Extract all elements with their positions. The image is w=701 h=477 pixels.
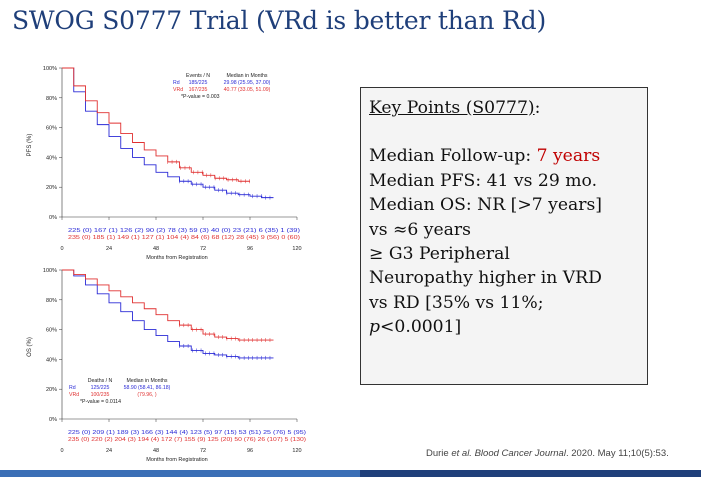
os-series-vrd-line	[62, 269, 274, 341]
os-legend-header-events: Deaths / N	[88, 378, 113, 384]
os-legend-vrd-median: (79.96, )	[137, 392, 157, 398]
os-y-tick-label: 40%	[46, 357, 57, 363]
neuropathy-line-3: vs RD [35% vs 11%;	[369, 292, 544, 313]
pfs-y-tick-label: 100%	[43, 66, 57, 72]
footer-bar-accent	[0, 470, 360, 477]
citation: Durie et al. Blood Cancer Journal. 2020.…	[426, 448, 669, 459]
os-x-tick-label: 96	[247, 448, 253, 454]
pfs-x-axis-label: Months from Registration	[146, 255, 207, 261]
os-y-tick-label: 80%	[46, 298, 57, 304]
pfs-x-tick-label: 24	[106, 246, 112, 252]
os-legend-rd-events: 125/225	[91, 385, 110, 391]
followup-label: Median Follow-up:	[369, 146, 537, 167]
pfs-x-tick-label: 48	[153, 246, 159, 252]
os-pvalue: *P-value = 0.0114	[80, 399, 121, 405]
pfs-legend-vrd-events: 167/235	[189, 87, 208, 93]
pfs-legend-header-events: Events / N	[186, 73, 210, 79]
footer-bar	[0, 470, 701, 477]
os-y-tick-label: 60%	[46, 328, 57, 334]
pfs-x-tick-label: 96	[247, 246, 253, 252]
os-series	[62, 269, 274, 360]
pfs-series-rd-line	[62, 67, 274, 199]
key-points-box: Key Points (S0777): Median Follow-up: 7 …	[360, 87, 648, 385]
pfs-at-risk-vrd: 235 (0) 185 (1) 149 (1) 127 (1) 104 (4) …	[68, 235, 300, 241]
os-x-tick-label: 72	[200, 448, 206, 454]
key-points-heading-colon: :	[534, 98, 541, 118]
pfs-y-tick-label: 20%	[46, 185, 57, 191]
key-points-heading: Key Points (S0777)	[369, 98, 535, 118]
pfs-legend-rd-median: 29.98 (25.95, 37.00)	[224, 80, 271, 86]
os-legend-rd-name: Rd	[69, 385, 76, 391]
pfs-legend-vrd-median: 40.77 (33.05, 51.09)	[224, 87, 271, 93]
pfs-x-tick-label: 120	[292, 246, 301, 252]
os-x-axis-label: Months from Registration	[146, 457, 207, 463]
os-at-risk-rd: 225 (0) 209 (1) 189 (3) 166 (3) 144 (4) …	[68, 430, 306, 436]
pfs-y-tick-label: 60%	[46, 126, 57, 132]
key-points-heading-line: Key Points (S0777):	[369, 96, 639, 120]
pfs-legend: Events / N Median in Months Rd 185/225 2…	[173, 73, 271, 100]
os-at-risk-vrd: 235 (0) 220 (2) 204 (3) 194 (4) 172 (7) …	[68, 437, 306, 443]
os-y-axis-label: OS (%)	[27, 337, 33, 357]
pfs-pvalue: *P-value = 0.003	[181, 94, 220, 100]
os-legend-vrd-events: 100/235	[91, 392, 110, 398]
pfs-legend-rd-name: Rd	[173, 80, 180, 86]
pfs-km-chart: PFS (%) 100%80%60%40%20%0% 0 24 48 72 96 120 …	[27, 66, 302, 261]
os-axes	[61, 270, 297, 420]
pfs-at-risk-rd: 225 (0) 167 (1) 126 (2) 90 (2) 78 (3) 59…	[68, 228, 300, 234]
pfs-y-tick-label: 40%	[46, 155, 57, 161]
os-line-1: Median OS: NR [>7 years]	[369, 195, 602, 216]
pfs-line: Median PFS: 41 vs 29 mo.	[369, 170, 598, 191]
pfs-legend-rd-events: 185/225	[189, 80, 208, 86]
os-y-tick-label: 0%	[49, 417, 57, 423]
citation-journal: Blood Cancer Journal	[471, 448, 566, 459]
os-x-tick-label: 120	[292, 448, 301, 454]
os-y-ticks: 100% 80% 60% 40% 20% 0%	[43, 268, 62, 423]
neuropathy-line-1: ≥ G3 Peripheral	[369, 244, 510, 265]
os-x-tick-label: 0	[60, 448, 63, 454]
pfs-axes	[61, 68, 297, 218]
os-x-ticks: 0 24 48 72 96 120	[60, 419, 302, 454]
slide-title: SWOG S0777 Trial (VRd is better than Rd)	[12, 6, 547, 35]
os-y-tick-label: 100%	[43, 268, 57, 274]
p-value: <0.0001]	[380, 317, 462, 338]
pfs-series	[62, 67, 274, 200]
os-km-chart: OS (%) 100% 80% 60% 40% 20% 0% 0 24 48 72 96 120 D…	[27, 268, 306, 463]
citation-authors: Durie	[426, 448, 452, 459]
pfs-x-tick-label: 0	[60, 246, 63, 252]
pfs-y-ticks: 100% 80% 60% 40% 20% 0%	[43, 66, 62, 221]
pfs-y-axis-label: PFS (%)	[27, 134, 33, 157]
os-legend-rd-median: 58.90 (58.41, 86.18)	[124, 385, 171, 391]
os-x-tick-label: 24	[106, 448, 112, 454]
neuropathy-line-2: Neuropathy higher in VRD	[369, 268, 602, 289]
os-series-rd-line	[62, 269, 274, 359]
p-value-line: p<0.0001]	[369, 315, 639, 339]
os-line-2: vs ≈6 years	[369, 219, 471, 240]
os-x-tick-label: 48	[153, 448, 159, 454]
os-legend-header-median: Median in Months	[127, 378, 168, 384]
os-legend-vrd-name: VRd	[69, 392, 79, 398]
pfs-x-ticks: 0 24 48 72 96 120	[60, 217, 302, 252]
pfs-y-tick-label: 80%	[46, 96, 57, 102]
followup-line: Median Follow-up: 7 years	[369, 144, 639, 168]
citation-etal: et al.	[451, 448, 472, 459]
followup-value: 7 years	[536, 146, 601, 167]
pfs-legend-vrd-name: VRd	[173, 87, 183, 93]
pfs-legend-header-median: Median in Months	[227, 73, 268, 79]
pfs-y-tick-label: 0%	[49, 215, 57, 221]
pfs-series-vrd-line	[62, 67, 250, 182]
p-symbol: p	[369, 317, 381, 338]
os-legend: Deaths / N Median in Months Rd 125/225 5…	[69, 378, 171, 405]
citation-details: . 2020. May 11;10(5):53.	[565, 448, 669, 459]
pfs-x-tick-label: 72	[200, 246, 206, 252]
os-y-tick-label: 20%	[46, 387, 57, 393]
